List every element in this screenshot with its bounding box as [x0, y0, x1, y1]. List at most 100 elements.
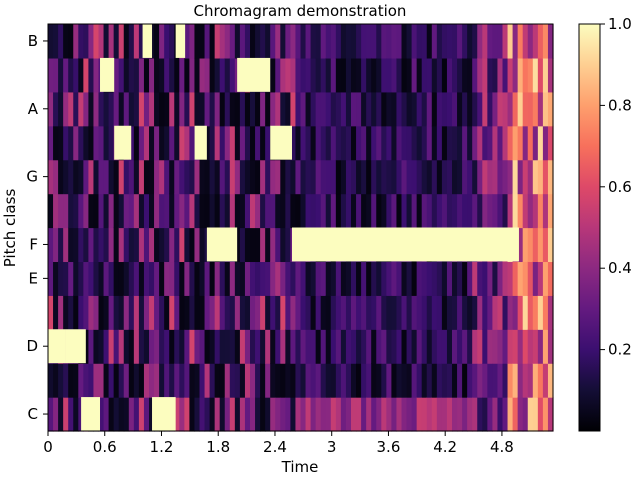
heatmap-cell	[310, 295, 317, 330]
heatmap-cell	[250, 91, 256, 127]
heatmap-cell	[138, 295, 145, 330]
heatmap-cell	[154, 24, 160, 59]
heatmap-cell	[512, 363, 519, 398]
heatmap-cell	[53, 193, 59, 229]
heatmap-cell	[421, 295, 428, 330]
heatmap-cell	[542, 329, 549, 364]
heatmap-cell	[48, 193, 54, 229]
heatmap-cell	[482, 159, 488, 195]
y-tick-label: F	[29, 235, 38, 253]
heatmap-cell	[340, 91, 347, 127]
heatmap-cell	[83, 24, 89, 59]
heatmap-cell	[88, 159, 95, 195]
heatmap-cell	[239, 24, 246, 59]
heatmap-cell	[194, 57, 201, 93]
heatmap-cell	[547, 193, 554, 229]
heatmap-cell	[492, 261, 499, 296]
heatmap-cell	[209, 57, 216, 93]
heatmap-cell	[502, 91, 509, 127]
heatmap-cell	[320, 193, 327, 229]
heatmap-cell	[436, 125, 443, 161]
heatmap-cell	[83, 329, 89, 364]
heatmap-cell	[366, 193, 372, 229]
heatmap-cell	[507, 91, 514, 127]
heatmap-cell	[229, 363, 236, 398]
heatmap-cell	[391, 24, 398, 59]
heatmap-cell	[497, 295, 504, 330]
heatmap-cell	[78, 91, 84, 127]
heatmap-cell	[497, 193, 504, 229]
heatmap-cell	[467, 261, 473, 296]
heatmap-cell	[58, 193, 64, 229]
heatmap-cell	[68, 363, 74, 398]
heatmap-cell	[128, 261, 135, 296]
heatmap-cell	[295, 159, 302, 195]
heatmap-cell	[164, 125, 170, 161]
heatmap-cell	[275, 363, 281, 398]
heatmap-cell	[58, 24, 64, 59]
heatmap-cell	[477, 193, 483, 229]
heatmap-cell	[280, 363, 286, 398]
heatmap-cell	[164, 261, 170, 296]
heatmap-cell	[290, 193, 297, 229]
heatmap-cell	[315, 91, 322, 127]
heatmap-cell	[179, 125, 185, 161]
heatmap-cell	[154, 193, 160, 229]
heatmap-cell	[537, 329, 544, 364]
heatmap-cell	[386, 159, 392, 195]
heatmap-cell	[128, 295, 135, 330]
heatmap-cell	[73, 193, 79, 229]
heatmap-cell	[381, 91, 387, 127]
heatmap-cell	[371, 125, 377, 161]
heatmap-cell	[497, 125, 504, 161]
heatmap-cell	[209, 125, 216, 161]
heatmap-cell	[88, 24, 95, 59]
heatmap-cell	[209, 159, 216, 195]
heatmap-cell	[219, 159, 226, 195]
heatmap-cell	[179, 295, 185, 330]
heatmap-cell	[128, 125, 135, 161]
heatmap-cell	[452, 397, 458, 432]
heatmap-cell	[537, 57, 544, 93]
heatmap-cell	[507, 261, 514, 296]
heatmap-cell	[184, 193, 190, 229]
heatmap-cell	[250, 329, 256, 364]
heatmap-cell	[219, 57, 226, 93]
heatmap-cell	[179, 193, 185, 229]
heatmap-cell	[224, 125, 231, 161]
heatmap-cell	[244, 159, 251, 195]
heatmap-cell	[441, 397, 448, 432]
heatmap-cell	[391, 193, 398, 229]
heatmap-cell	[169, 125, 175, 161]
heatmap-cell	[143, 193, 150, 229]
heatmap-cell	[159, 159, 165, 195]
heatmap-cell	[174, 261, 180, 296]
heatmap-cell	[452, 295, 458, 330]
heatmap-cell	[58, 57, 64, 93]
heatmap-cell	[169, 24, 175, 59]
heatmap-cell	[300, 295, 307, 330]
heatmap-cell	[522, 261, 529, 296]
heatmap-cell	[204, 193, 211, 229]
heatmap-cell	[164, 363, 170, 398]
heatmap-cell	[68, 159, 74, 195]
heatmap-cell	[371, 57, 377, 93]
heatmap-cell	[88, 261, 95, 296]
heatmap-cell	[467, 57, 473, 93]
heatmap-cell	[335, 397, 342, 432]
heatmap-cell	[512, 159, 519, 195]
heatmap-cell	[73, 261, 79, 296]
heatmap-cell	[48, 91, 54, 127]
colorbar-tick-label: 0.4	[608, 259, 632, 277]
heatmap-cell	[128, 363, 135, 398]
heatmap-cell	[452, 261, 458, 296]
heatmap-cell	[224, 363, 231, 398]
heatmap-cell	[63, 261, 69, 296]
heatmap-cell	[194, 24, 201, 59]
x-axis-label: Time	[281, 458, 319, 476]
heatmap-cell	[457, 24, 463, 59]
heatmap-cell	[532, 397, 539, 432]
heatmap-cell	[88, 363, 95, 398]
heatmap-cell	[234, 91, 241, 127]
heatmap-cell	[63, 295, 69, 330]
